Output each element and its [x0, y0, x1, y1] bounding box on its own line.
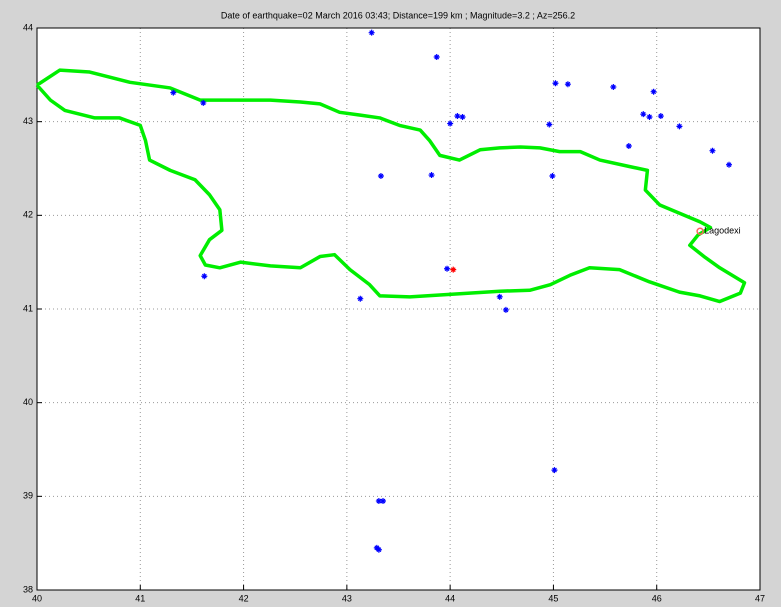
star-marker	[646, 113, 653, 120]
x-tick-label: 46	[652, 593, 662, 603]
star-marker	[447, 120, 454, 127]
star-marker	[459, 113, 466, 120]
x-tick-label: 45	[548, 593, 558, 603]
x-tick-label: 44	[445, 593, 455, 603]
y-tick-label: 42	[23, 210, 33, 220]
y-tick-label: 39	[23, 491, 33, 501]
star-marker	[726, 161, 733, 168]
y-tick-label: 40	[23, 397, 33, 407]
star-marker	[502, 306, 509, 313]
star-marker	[549, 172, 556, 179]
y-tick-label: 41	[23, 303, 33, 313]
star-marker	[610, 84, 617, 91]
star-marker	[433, 54, 440, 61]
star-marker	[428, 172, 435, 179]
y-tick-label: 38	[23, 584, 33, 594]
star-marker	[375, 546, 382, 553]
star-marker	[368, 29, 375, 36]
star-marker	[170, 89, 177, 96]
border-line	[35, 68, 747, 304]
y-tick-label: 43	[23, 116, 33, 126]
star-marker	[454, 113, 461, 120]
star-marker	[640, 111, 647, 118]
axes-box	[36, 27, 761, 591]
star-marker	[375, 498, 382, 505]
star-marker	[564, 81, 571, 88]
star-marker	[709, 147, 716, 154]
chart-title: Date of earthquake=02 March 2016 03:43; …	[221, 10, 575, 20]
star-marker	[380, 498, 387, 505]
star-marker	[551, 467, 558, 474]
star-marker	[625, 143, 632, 150]
star-marker	[676, 123, 683, 130]
star-marker	[650, 88, 657, 95]
x-tick-label: 42	[239, 593, 249, 603]
star-marker	[200, 99, 207, 106]
x-tick-label: 43	[342, 593, 352, 603]
star-marker	[552, 80, 559, 87]
star-marker	[444, 265, 451, 272]
point-label: Lagodexi	[704, 226, 741, 236]
star-marker	[450, 266, 457, 273]
star-marker	[546, 121, 553, 128]
star-marker	[377, 172, 384, 179]
star-marker	[201, 273, 208, 280]
star-marker	[657, 113, 664, 120]
star-marker	[357, 295, 364, 302]
star-marker	[496, 293, 503, 300]
y-tick-label: 44	[23, 22, 33, 32]
x-tick-label: 47	[755, 593, 765, 603]
x-tick-label: 40	[32, 593, 42, 603]
circle-marker	[696, 227, 704, 236]
x-tick-label: 41	[135, 593, 145, 603]
